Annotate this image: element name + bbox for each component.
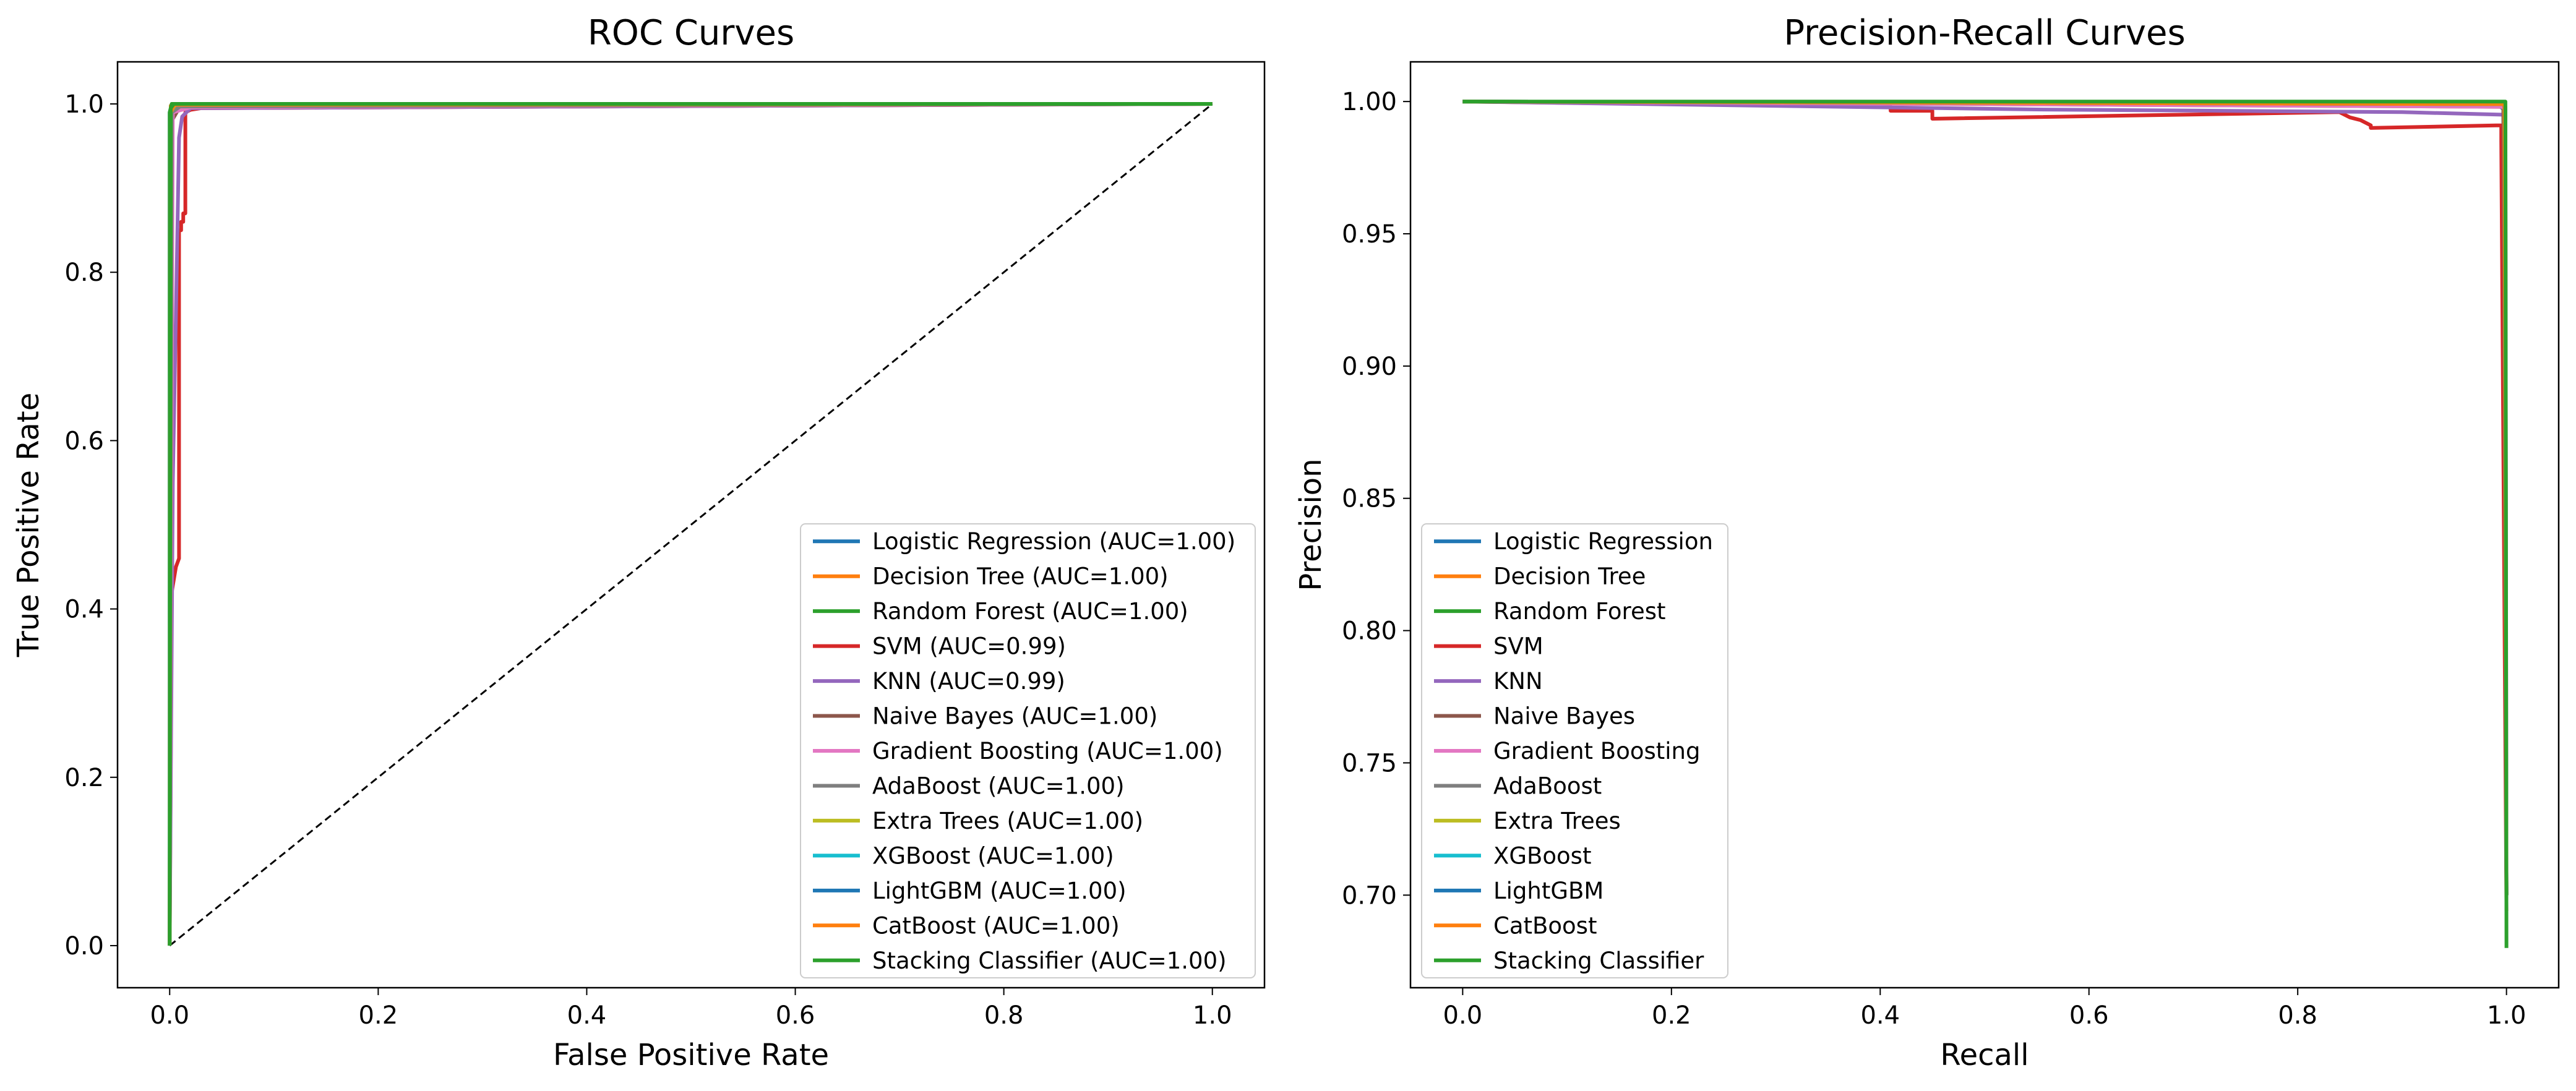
x-tick-label: 1.0 bbox=[2487, 1001, 2527, 1030]
y-tick-label: 1.00 bbox=[1342, 88, 1397, 116]
legend-label: CatBoost bbox=[1493, 912, 1597, 939]
chart-panel-2: Precision-Recall Curves Recall Precision 0.… bbox=[1294, 13, 2560, 1072]
reference-diagonal-line bbox=[169, 103, 1213, 947]
legend-label: Logistic Regression (AUC=1.00) bbox=[872, 528, 1235, 555]
y-tick-label: 0.8 bbox=[64, 259, 104, 287]
y-axis-label: True Positive Rate bbox=[11, 393, 46, 658]
legend-label: LightGBM bbox=[1493, 878, 1604, 904]
legend-label: AdaBoost bbox=[1493, 772, 1602, 799]
legend-label: Decision Tree (AUC=1.00) bbox=[872, 563, 1169, 590]
y-tick-label: 0.75 bbox=[1342, 749, 1397, 777]
chart-title: Precision-Recall Curves bbox=[1784, 13, 2185, 53]
x-tick-label: 0.8 bbox=[984, 1001, 1024, 1030]
chart-panel-1: ROC Curves False Positive Rate True Positi… bbox=[11, 13, 1266, 1072]
legend-label: LightGBM (AUC=1.00) bbox=[872, 878, 1127, 904]
x-tick-label: 0.4 bbox=[1860, 1001, 1900, 1030]
x-tick-label: 0.0 bbox=[150, 1001, 189, 1030]
legend-label: Stacking Classifier bbox=[1493, 948, 1704, 974]
x-tick-label: 0.6 bbox=[2069, 1001, 2109, 1030]
axes-frame bbox=[116, 61, 1266, 989]
chart-title: ROC Curves bbox=[588, 13, 794, 53]
legend-label: SVM (AUC=0.99) bbox=[872, 633, 1066, 660]
legend-box bbox=[1421, 523, 1728, 978]
legend: Logistic Regression (AUC=1.00) Decision T… bbox=[800, 523, 1256, 978]
legend-label: Naive Bayes (AUC=1.00) bbox=[872, 703, 1157, 730]
x-tick-label: 0.0 bbox=[1443, 1001, 1483, 1030]
x-axis-label: Recall bbox=[1940, 1038, 2029, 1072]
legend-box bbox=[800, 523, 1256, 978]
legend-label: Naive Bayes bbox=[1493, 703, 1635, 730]
legend-label: XGBoost (AUC=1.00) bbox=[872, 842, 1114, 869]
legend-label: XGBoost bbox=[1493, 842, 1591, 869]
y-tick-label: 1.0 bbox=[64, 90, 104, 119]
legend-label: Decision Tree bbox=[1493, 563, 1646, 590]
y-tick-label: 0.70 bbox=[1342, 881, 1397, 910]
y-tick-label: 0.0 bbox=[64, 932, 104, 961]
x-tick-label: 0.6 bbox=[776, 1001, 815, 1030]
legend-label: Stacking Classifier (AUC=1.00) bbox=[872, 948, 1227, 974]
x-tick-label: 0.2 bbox=[1652, 1001, 1691, 1030]
legend-label: AdaBoost (AUC=1.00) bbox=[872, 772, 1125, 799]
y-tick-label: 0.4 bbox=[64, 596, 104, 624]
legend-label: Logistic Regression bbox=[1493, 528, 1713, 555]
x-tick-label: 0.2 bbox=[359, 1001, 398, 1030]
y-tick-label: 0.2 bbox=[64, 764, 104, 792]
axes-frame bbox=[1409, 61, 2560, 989]
legend-label: SVM bbox=[1493, 633, 1543, 660]
x-tick-label: 1.0 bbox=[1193, 1001, 1232, 1030]
legend-label: Gradient Boosting bbox=[1493, 738, 1700, 764]
y-tick-label: 0.95 bbox=[1342, 220, 1397, 249]
y-tick-label: 0.80 bbox=[1342, 617, 1397, 646]
legend-label: Extra Trees bbox=[1493, 808, 1621, 834]
legend-label: Gradient Boosting (AUC=1.00) bbox=[872, 738, 1223, 764]
y-tick-label: 0.85 bbox=[1342, 485, 1397, 513]
y-tick-label: 0.90 bbox=[1342, 353, 1397, 381]
legend-label: Random Forest bbox=[1493, 598, 1666, 625]
series-line-13 bbox=[168, 102, 1213, 946]
x-tick-label: 0.8 bbox=[2278, 1001, 2317, 1030]
legend: Logistic Regression Decision Tree Random F… bbox=[1421, 523, 1728, 978]
legend-label: KNN bbox=[1493, 668, 1543, 695]
y-tick-label: 0.6 bbox=[64, 427, 104, 455]
legend-label: Extra Trees (AUC=1.00) bbox=[872, 808, 1143, 834]
legend-label: Random Forest (AUC=1.00) bbox=[872, 598, 1188, 625]
x-axis-label: False Positive Rate bbox=[553, 1038, 829, 1072]
series-line-4 bbox=[1462, 100, 2509, 912]
legend-label: CatBoost (AUC=1.00) bbox=[872, 912, 1120, 939]
x-tick-label: 0.4 bbox=[567, 1001, 607, 1030]
y-axis-label: Precision bbox=[1294, 458, 1328, 591]
legend-label: KNN (AUC=0.99) bbox=[872, 668, 1065, 695]
series-line-13 bbox=[1462, 100, 2509, 948]
